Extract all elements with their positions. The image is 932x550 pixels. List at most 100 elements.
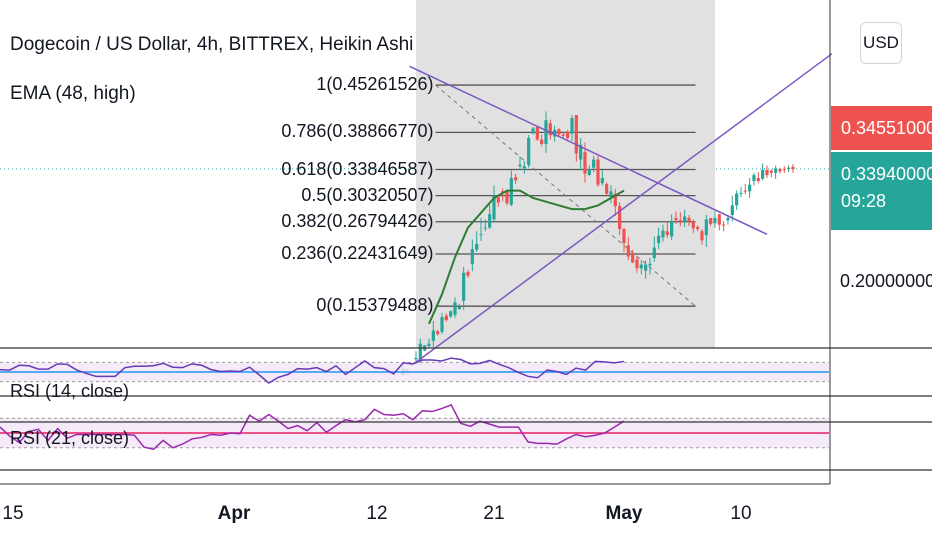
rsi14-label[interactable]: RSI (14, close) [10, 381, 130, 401]
trendline [409, 65, 768, 235]
candle-body [665, 231, 669, 235]
fib-level-label: 0(0.15379488) [316, 295, 434, 316]
candle-body [661, 230, 665, 238]
candle-body [427, 343, 431, 346]
candle-body [605, 183, 609, 194]
candle-body [791, 166, 795, 170]
candle-body [548, 123, 552, 136]
ema-layer [428, 189, 625, 325]
trendline [415, 53, 833, 363]
candle-body [769, 170, 773, 173]
fib-level-label: 0.786(0.38866770) [281, 121, 434, 142]
candle-body [778, 169, 782, 172]
candle-body [440, 317, 444, 332]
candle-body [635, 259, 639, 269]
candle-body [752, 175, 756, 181]
rsi21-label[interactable]: RSI (21, close) [10, 428, 130, 448]
candle-body [735, 193, 739, 206]
candle-body [457, 306, 461, 309]
time-tick-label: 12 [366, 503, 388, 524]
candle-body [600, 178, 604, 184]
candle-body [774, 168, 778, 173]
candle-body [644, 264, 648, 271]
current-price-value: 0.33940000 [841, 164, 932, 184]
candle-body [713, 217, 717, 224]
candle-body [561, 134, 565, 136]
candle-body [687, 217, 691, 222]
candle-body [748, 184, 752, 192]
fib-retracement [416, 0, 715, 348]
candle-body [479, 234, 483, 236]
candle-body [787, 167, 791, 170]
fib-trend-dashed [435, 84, 696, 307]
panel-frame [0, 0, 932, 485]
candle-body [639, 264, 643, 269]
candle-body [505, 191, 509, 204]
candle-body [631, 252, 635, 263]
candle-body [574, 115, 578, 154]
candle-body [475, 243, 479, 250]
candle-body [756, 178, 760, 181]
candle-body [488, 214, 492, 228]
candle-body [596, 159, 600, 185]
bar-countdown: 09:28 [841, 191, 887, 211]
time-tick-label: 21 [483, 503, 505, 524]
time-tick-label: Apr [217, 503, 251, 524]
candle-body [540, 139, 544, 144]
candle-body [726, 217, 730, 221]
candle-body [622, 229, 626, 244]
time-tick-label: 10 [730, 503, 752, 524]
price-axis-tick: 0.20000000 [840, 271, 932, 291]
candle-body [522, 166, 526, 169]
fib-level-label: 0.236(0.22431649) [281, 243, 434, 263]
candle-body [587, 169, 591, 176]
candle-body [652, 247, 656, 258]
time-tick-label: 15 [2, 503, 24, 524]
candle-body [453, 302, 457, 315]
candle-body [496, 197, 500, 203]
fib-level-label: 0.382(0.26794426) [281, 210, 434, 231]
candle-body [535, 126, 539, 140]
candle-body [609, 191, 613, 198]
high-price-tag: 0.34551000 [831, 106, 932, 150]
candle-body [570, 118, 574, 134]
candle-body [579, 144, 583, 160]
candle-body [592, 159, 596, 168]
candle-body [466, 272, 470, 276]
candle-body [717, 214, 721, 225]
candle-body [765, 169, 769, 176]
candle-body [739, 192, 743, 194]
candle-body [553, 129, 557, 137]
candle-body [418, 343, 422, 360]
candle-body [709, 217, 713, 224]
candle-body [527, 138, 531, 165]
candle-body [722, 224, 726, 226]
candle-body [483, 227, 487, 229]
trendlines [409, 53, 833, 363]
ema-line [428, 189, 625, 325]
ema-study-label[interactable]: EMA (48, high) [10, 83, 136, 104]
candle-body [670, 220, 674, 237]
fib-level-label: 0.5(0.30320507) [301, 184, 434, 205]
candle-body [761, 169, 765, 179]
time-tick-label: May [605, 503, 643, 524]
candle-body [700, 231, 704, 241]
rsi21-line [0, 403, 625, 451]
candle-body [613, 193, 617, 207]
candle-body [518, 164, 522, 167]
candle-body [691, 221, 695, 229]
symbol-title: Dogecoin / US Dollar, 4h, BITTREX, Heiki… [10, 34, 414, 55]
candle-body [743, 190, 747, 192]
candle-body [514, 177, 518, 181]
current-price-tag: 0.33940000 09:28 [831, 152, 932, 230]
candle-body [544, 120, 548, 144]
candle-body [449, 311, 453, 317]
fib-level-label: 1(0.45261526) [316, 74, 434, 95]
candle-body [626, 245, 630, 257]
candle-body [618, 206, 622, 230]
candle-body [657, 235, 661, 244]
candle-body [431, 330, 435, 341]
currency-button[interactable]: USD [860, 22, 902, 64]
